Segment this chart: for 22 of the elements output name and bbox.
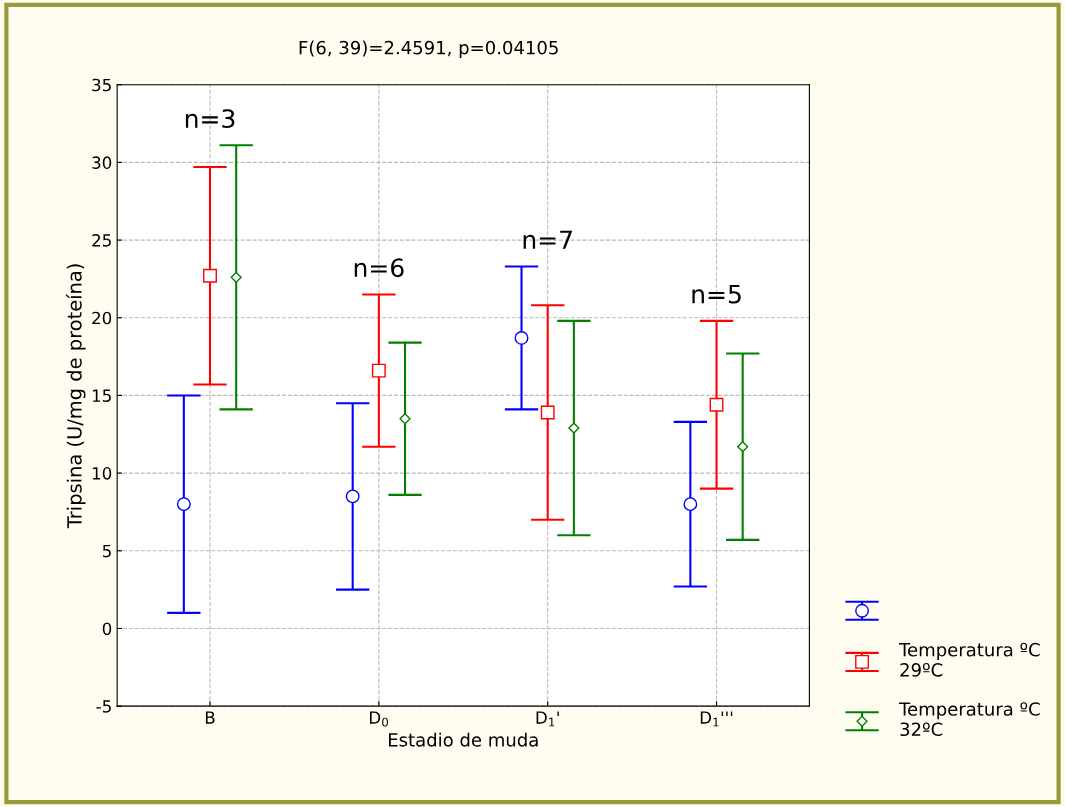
x-tick-label: D$_{0}$ [369,711,388,727]
legend-label: Temperatura ºC 32ºC [899,702,1040,737]
y-tick-label: 20 [92,311,112,325]
y-tick-label: 10 [92,467,112,480]
x-tick-label: B [205,711,215,724]
chart-title: F(6, 39)=2.4591, p=0.04105 [299,40,558,58]
annotation: n=7 [523,230,572,249]
y-tick-label: 25 [92,234,111,247]
annotation: n=5 [692,285,741,304]
y-axis-title: Tripsina (U/mg de proteína) [65,264,86,529]
y-tick-label: 35 [92,78,111,92]
y-tick-label: -5 [96,700,111,713]
legend-label: Temperatura ºC 29ºC [899,642,1040,677]
y-tick-label: 5 [102,544,111,558]
annotation: n=3 [185,109,235,129]
x-tick-label: D$_{1}$' [536,711,559,727]
y-tick-label: 0 [102,622,112,636]
y-tick-label: 30 [92,156,112,169]
x-tick-label: D$_{1}$''' [700,711,733,727]
annotation: n=6 [354,258,404,278]
y-tick-label: 15 [92,389,111,402]
x-axis-title: Estadio de muda [389,732,538,747]
